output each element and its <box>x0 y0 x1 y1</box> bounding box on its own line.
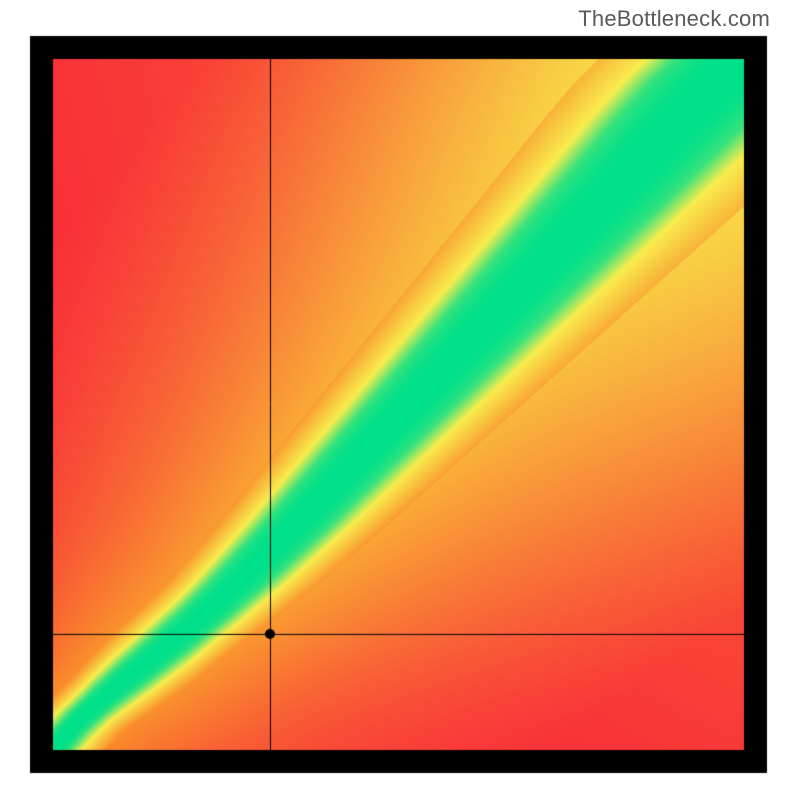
chart-container: TheBottleneck.com <box>0 0 800 800</box>
heatmap-canvas <box>0 0 800 800</box>
watermark-text: TheBottleneck.com <box>578 6 770 32</box>
